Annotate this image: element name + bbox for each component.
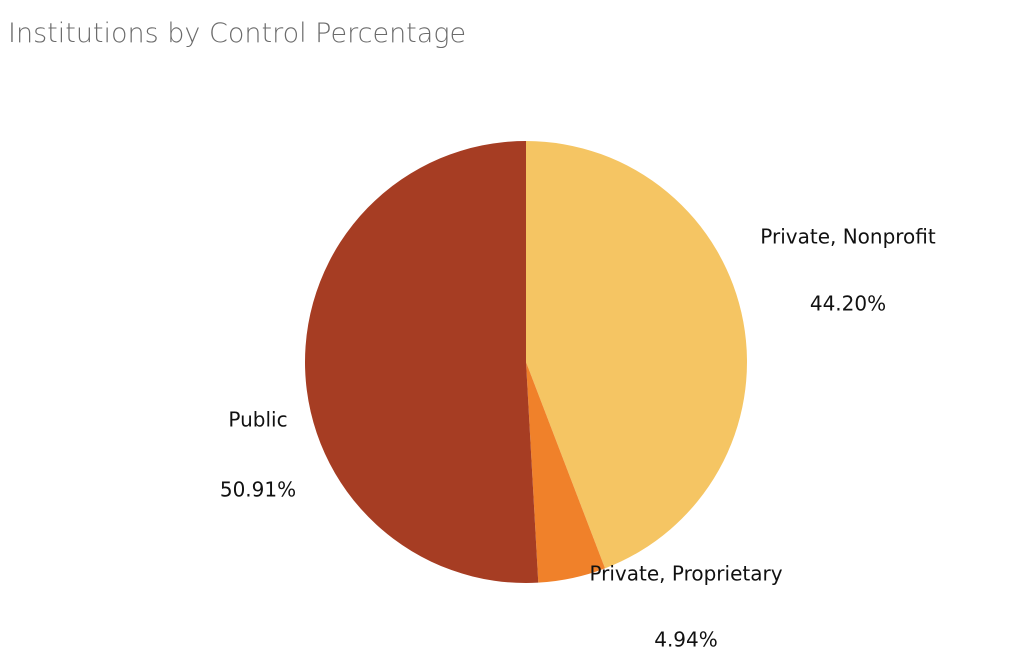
pie-slice — [526, 362, 606, 583]
value-label: 44.20% — [810, 292, 886, 316]
pie-slice — [526, 141, 748, 569]
chart-title: Institutions by Control Percentage — [8, 18, 466, 49]
value-label: 4.94% — [654, 628, 718, 652]
value-label: 50.91% — [220, 478, 296, 502]
slice-label: Public — [228, 408, 287, 432]
slice-label: Private, Nonprofit — [760, 225, 936, 249]
pie-slice — [305, 141, 539, 583]
slice-label: Private, Proprietary — [589, 562, 782, 586]
